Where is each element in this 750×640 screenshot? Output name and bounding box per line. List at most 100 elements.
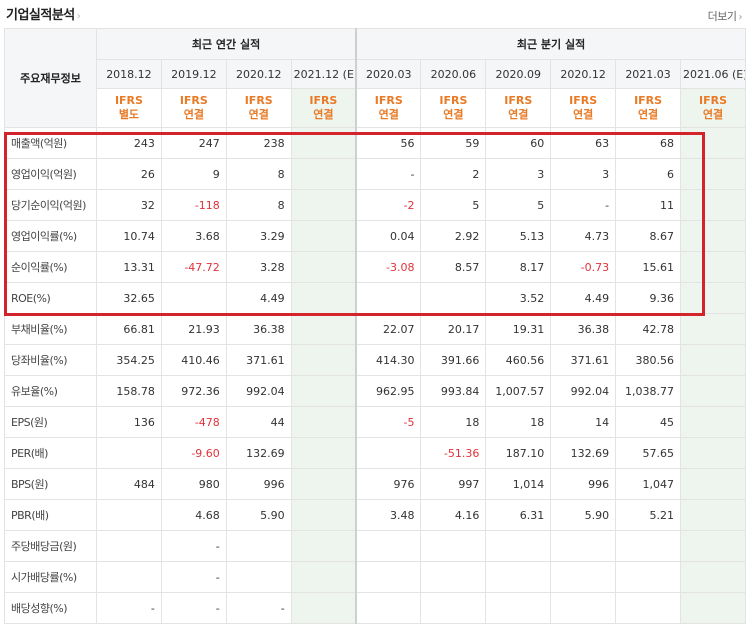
table-row: ROE(%) 32.65 4.49 3.52 4.49 9.36 xyxy=(4,282,746,314)
table-row: 영업이익(억원) 26 9 8-2 3 3 6 xyxy=(4,158,746,190)
table-cell: - xyxy=(160,561,227,593)
table-cell xyxy=(680,220,746,252)
table-cell xyxy=(290,158,357,190)
table-cell: 996 xyxy=(550,468,617,500)
table-cell: -47.72 xyxy=(160,251,227,283)
table-cell: 18 xyxy=(485,406,552,438)
table-cell: 0.04 xyxy=(355,220,422,252)
chevron-right-icon: › xyxy=(76,11,81,22)
table-cell xyxy=(290,499,357,531)
accounting-basis: IFRS 연결 xyxy=(485,88,552,128)
table-cell xyxy=(680,158,746,190)
basis-label: 연결 xyxy=(508,108,529,121)
period-header: 2020.03 xyxy=(355,59,422,89)
table-cell xyxy=(290,344,357,376)
row-label: 주당배당금(원) xyxy=(4,530,97,562)
accounting-basis: IFRS 연결 xyxy=(550,88,617,128)
table-cell: 22.07 xyxy=(355,313,422,345)
table-cell: 32.65 xyxy=(96,282,162,314)
table-cell: 26 xyxy=(96,158,162,190)
table-cell: 371.61 xyxy=(550,344,617,376)
row-label: 당기순이익(억원) xyxy=(4,189,97,221)
table-cell xyxy=(680,189,746,221)
quarterly-group-header: 최근 분기 실적 xyxy=(355,28,747,60)
table-cell: 11 xyxy=(615,189,682,221)
table-cell xyxy=(160,282,227,314)
annual-group-header: 최근 연간 실적 xyxy=(96,28,357,60)
table-cell: 976 xyxy=(355,468,422,500)
table-cell xyxy=(290,189,357,221)
table-cell: 68 xyxy=(615,127,682,159)
table-cell xyxy=(550,530,617,562)
table-cell xyxy=(355,592,422,624)
accounting-basis: IFRS 연결 xyxy=(290,88,357,128)
table-cell: 63 xyxy=(550,127,617,159)
table-cell: 21.93 xyxy=(160,313,227,345)
table-cell xyxy=(680,530,746,562)
table-cell: 5.13 xyxy=(485,220,552,252)
table-cell xyxy=(420,530,487,562)
table-cell: 60 xyxy=(485,127,552,159)
table-cell: 5 xyxy=(485,189,552,221)
table-cell xyxy=(615,561,682,593)
table-cell xyxy=(355,561,422,593)
table-cell: 3.52 xyxy=(485,282,552,314)
ifrs-label: IFRS xyxy=(244,94,273,107)
table-cell: 15.61 xyxy=(615,251,682,283)
table-cell: 9 xyxy=(160,158,227,190)
row-label: 부채비율(%) xyxy=(4,313,97,345)
table-row: 시가배당률(%) - xyxy=(4,561,746,593)
table-cell: - xyxy=(96,592,162,624)
table-cell: 962.95 xyxy=(355,375,422,407)
table-row: 배당성향(%) - - - xyxy=(4,592,746,624)
more-link[interactable]: 더보기 › xyxy=(707,10,743,23)
accounting-basis: IFRS 연결 xyxy=(355,88,422,128)
table-cell: 371.61 xyxy=(225,344,292,376)
basis-label: 별도 xyxy=(118,108,140,121)
table-cell: 980 xyxy=(160,468,227,500)
financial-table: 주요재무정보 최근 연간 실적 최근 분기 실적 2018.12 2019.12 2020… xyxy=(4,28,747,624)
table-cell: 4.68 xyxy=(160,499,227,531)
table-cell xyxy=(680,592,746,624)
period-header: 2021.12 (E) xyxy=(290,59,357,89)
table-cell xyxy=(96,530,162,562)
period-header: 2020.06 xyxy=(420,59,487,89)
table-cell xyxy=(680,282,746,314)
table-cell: - xyxy=(160,530,227,562)
table-cell: 132.69 xyxy=(225,437,292,469)
table-cell: 56 xyxy=(355,127,422,159)
table-cell: 8 xyxy=(225,189,292,221)
table-cell: 247 xyxy=(160,127,227,159)
table-cell: 996 xyxy=(225,468,292,500)
table-cell xyxy=(420,592,487,624)
table-cell: 5 xyxy=(420,189,487,221)
table-cell: 5.21 xyxy=(615,499,682,531)
table-cell: 66.81 xyxy=(96,313,162,345)
table-cell: -118 xyxy=(160,189,227,221)
table-cell: 36.38 xyxy=(225,313,292,345)
table-cell xyxy=(290,375,357,407)
chevron-right-icon: › xyxy=(738,12,743,23)
table-cell: 132.69 xyxy=(550,437,617,469)
table-cell: 8 xyxy=(225,158,292,190)
table-row: 영업이익률(%) 10.74 3.68 3.29 0.04 2.92 5.13 4.73 8.6… xyxy=(4,220,746,252)
table-cell xyxy=(680,437,746,469)
table-cell xyxy=(96,561,162,593)
row-label: ROE(%) xyxy=(4,282,97,314)
ifrs-label: IFRS xyxy=(309,94,338,107)
row-label: BPS(원) xyxy=(4,468,97,500)
table-cell xyxy=(290,127,357,159)
table-cell xyxy=(290,530,357,562)
table-cell xyxy=(96,499,162,531)
table-cell: 44 xyxy=(225,406,292,438)
period-header: 2019.12 xyxy=(160,59,227,89)
table-cell xyxy=(485,530,552,562)
row-label: 순이익률(%) xyxy=(4,251,97,283)
table-cell: -9.60 xyxy=(160,437,227,469)
table-cell: - xyxy=(160,592,227,624)
basis-label: 연결 xyxy=(573,108,594,121)
accounting-basis: IFRS 연결 xyxy=(615,88,682,128)
period-header: 2020.09 xyxy=(485,59,552,89)
table-cell: 3.48 xyxy=(355,499,422,531)
accounting-basis: IFRS 연결 xyxy=(420,88,487,128)
